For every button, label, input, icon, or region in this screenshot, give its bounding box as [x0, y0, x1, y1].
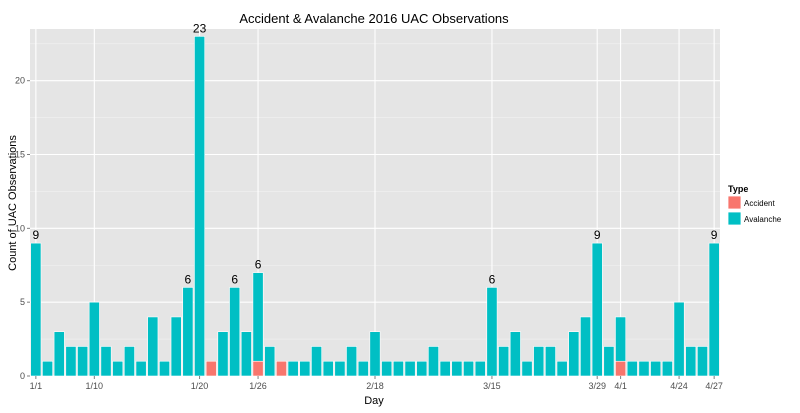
bar-avalanche	[416, 360, 428, 377]
y-tick-label: 5	[20, 297, 25, 307]
bar-avalanche	[100, 346, 112, 377]
bar-avalanche	[65, 346, 77, 377]
y-tick-label: 0	[20, 371, 25, 381]
bar-avalanche	[182, 287, 194, 377]
legend-swatch-avalanche	[727, 211, 742, 226]
bar-avalanche	[159, 360, 170, 377]
bar-avalanche	[392, 360, 404, 377]
bar-avalanche	[498, 346, 510, 377]
legend: Type Accident Avalanche	[727, 184, 782, 226]
bar-avalanche	[509, 331, 521, 377]
bar-avalanche	[229, 287, 241, 377]
bar-avalanche	[615, 316, 627, 362]
bar-avalanche	[53, 331, 65, 377]
bar-avalanche	[381, 360, 393, 377]
bar-avalanche	[556, 360, 568, 377]
bar-avalanche	[42, 360, 53, 377]
bar-avalanche	[147, 316, 159, 377]
bar-value-label: 9	[594, 228, 601, 242]
y-tick-label: 15	[15, 150, 25, 160]
bar-avalanche	[533, 346, 545, 377]
x-tick-label: 2/18	[366, 381, 384, 391]
bar-avalanche	[311, 346, 322, 377]
legend-label-avalanche: Avalanche	[744, 215, 782, 224]
bar-accident	[252, 360, 264, 377]
bar-avalanche	[673, 301, 685, 377]
bar-avalanche	[568, 331, 580, 377]
bar-avalanche	[30, 242, 42, 377]
bar-avalanche	[638, 360, 650, 377]
bar-avalanche	[591, 242, 603, 377]
bar-avalanche	[650, 360, 662, 377]
bar-value-label: 23	[193, 21, 207, 35]
bar-value-label: 9	[33, 228, 40, 242]
bar-avalanche	[580, 316, 591, 377]
x-tick-label: 4/24	[670, 381, 688, 391]
bar-avalanche	[240, 331, 252, 377]
bar-avalanche	[334, 360, 346, 377]
x-tick-label: 1/20	[191, 381, 209, 391]
y-tick-label: 20	[15, 76, 25, 86]
x-axis: 1/1 1/10 1/20 1/26 2/18 3/15 3/29 4/1 4/24 4/27	[30, 376, 723, 391]
bar-avalanche	[404, 360, 416, 377]
bar-accident	[275, 360, 287, 377]
bar-avalanche	[708, 242, 720, 377]
bar-avalanche	[685, 346, 697, 377]
legend-title: Type	[728, 184, 748, 194]
bar-value-label: 6	[489, 272, 496, 286]
x-tick-label: 4/1	[614, 381, 627, 391]
bar-avalanche	[626, 360, 638, 377]
bar-avalanche	[474, 360, 486, 377]
bar-labels: 9 6 23 6 6 6 9 9	[33, 21, 718, 286]
y-tick-label: 10	[15, 223, 25, 233]
bar-avalanche	[123, 346, 135, 377]
y-axis-label: Count of UAC Observations	[7, 135, 19, 271]
y-axis: 0 5 10 15 20	[15, 76, 30, 381]
x-tick-label: 1/10	[86, 381, 104, 391]
bar-avalanche	[112, 360, 124, 377]
x-tick-label: 1/1	[30, 381, 43, 391]
bar-avalanche	[357, 360, 369, 377]
bar-value-label: 6	[231, 272, 238, 286]
x-axis-label: Day	[364, 395, 384, 407]
bar-avalanche	[88, 301, 100, 377]
bar-avalanche	[264, 346, 276, 377]
bar-avalanche	[194, 36, 206, 377]
legend-swatch-accident	[727, 195, 742, 210]
bar-avalanche	[369, 331, 381, 377]
bar-avalanche	[428, 346, 439, 377]
bar-avalanche	[135, 360, 147, 377]
x-tick-label: 3/29	[588, 381, 606, 391]
bar-avalanche	[77, 346, 89, 377]
x-tick-label: 1/26	[249, 381, 267, 391]
bar-avalanche	[463, 360, 475, 377]
chart-title: Accident & Avalanche 2016 UAC Observatio…	[239, 11, 509, 26]
legend-label-accident: Accident	[744, 199, 775, 208]
x-tick-label: 4/27	[705, 381, 723, 391]
bar-accident	[615, 360, 627, 377]
bar-avalanche	[451, 360, 463, 377]
bar-avalanche	[603, 346, 615, 377]
bar-avalanche	[544, 346, 556, 377]
bar-accident	[205, 360, 217, 377]
bar-value-label: 9	[711, 228, 718, 242]
bar-avalanche	[346, 346, 358, 377]
bar-avalanche	[287, 360, 299, 377]
bar-avalanche	[661, 360, 673, 377]
bar-avalanche	[170, 316, 182, 377]
bar-avalanche	[217, 331, 229, 377]
bar-avalanche	[439, 360, 451, 377]
bar-avalanche	[322, 360, 334, 377]
bar-avalanche	[299, 360, 311, 377]
bar-avalanche	[697, 346, 708, 377]
bar-value-label: 6	[255, 258, 262, 272]
bar-avalanche	[252, 272, 264, 362]
bar-avalanche	[486, 287, 498, 377]
x-tick-label: 3/15	[483, 381, 501, 391]
bar-avalanche	[521, 360, 533, 377]
bars	[30, 36, 720, 377]
bar-value-label: 6	[185, 272, 192, 286]
